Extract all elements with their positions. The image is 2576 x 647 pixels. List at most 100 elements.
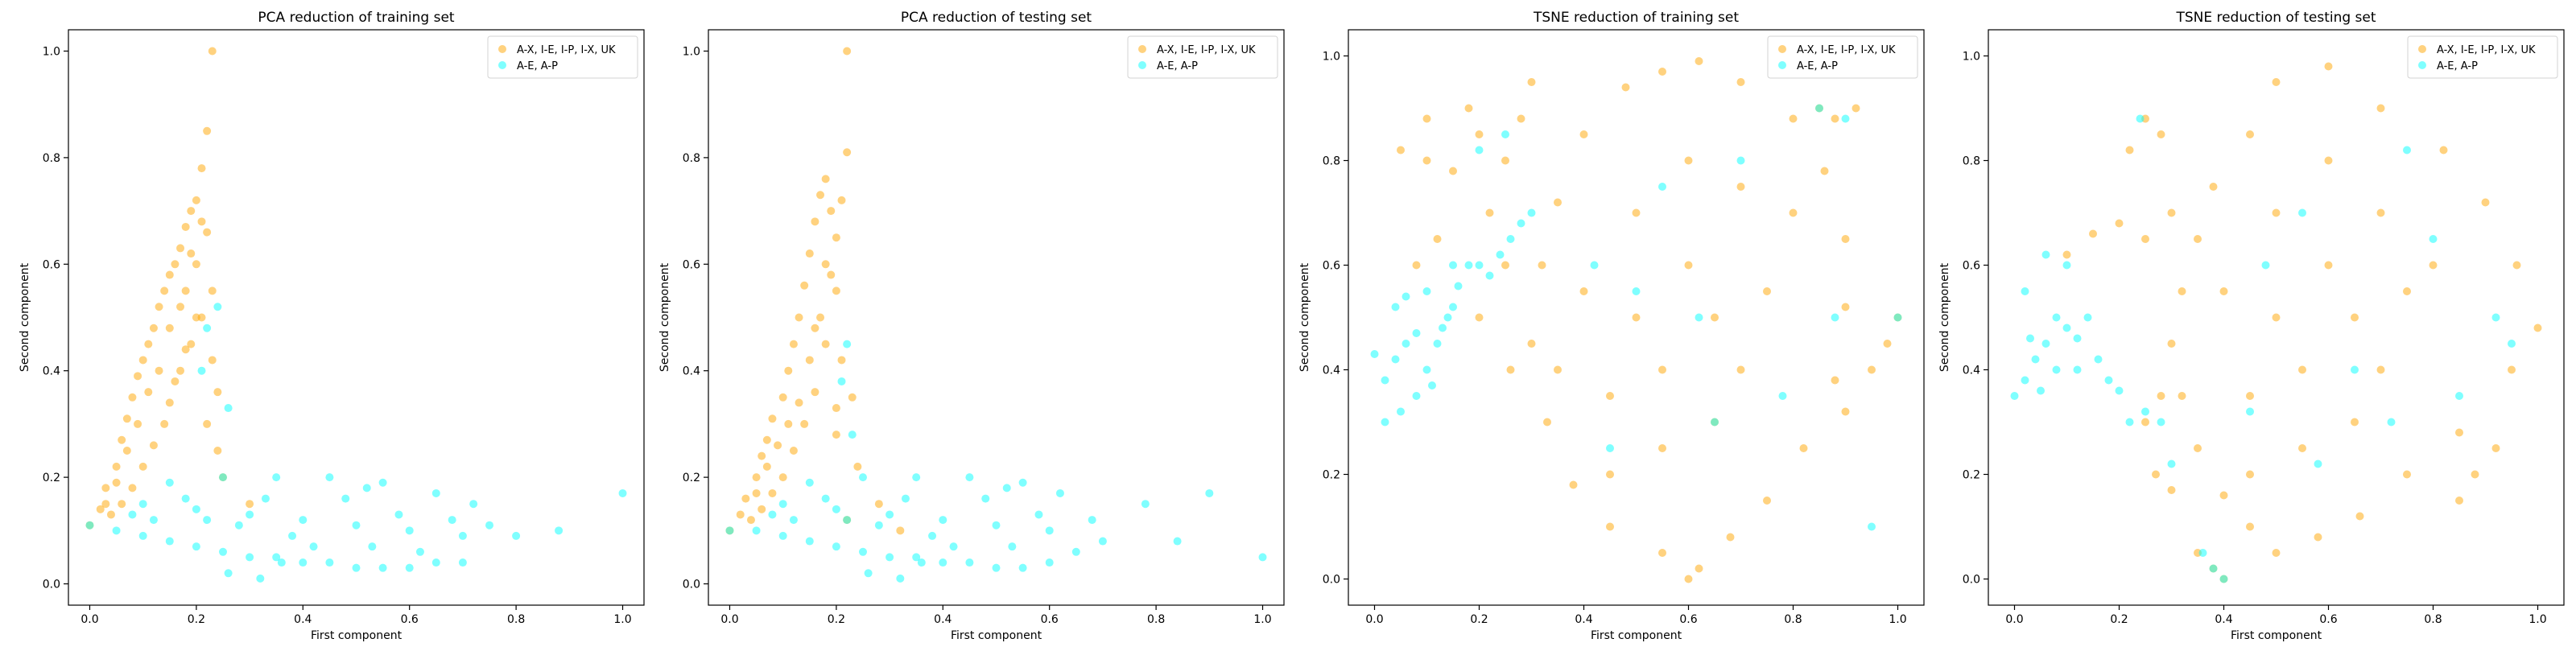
legend-label: A-E, A-P — [1157, 60, 1198, 72]
data-point — [325, 473, 334, 482]
data-point — [992, 521, 1001, 530]
data-point — [203, 419, 212, 428]
data-point — [832, 431, 840, 439]
data-point — [1464, 104, 1473, 113]
y-axis-label: Second component — [658, 262, 671, 372]
data-point — [1428, 381, 1436, 389]
data-point — [789, 340, 798, 348]
data-point — [405, 563, 414, 572]
data-point — [1402, 292, 1410, 301]
data-point — [805, 249, 814, 258]
legend-frame — [487, 35, 638, 79]
data-point — [1789, 208, 1798, 217]
y-axis-label: Second component — [1298, 262, 1311, 372]
data-point — [1527, 78, 1536, 86]
data-point — [448, 516, 456, 525]
scatter-points — [725, 47, 1267, 583]
data-point — [1449, 167, 1457, 175]
data-point — [821, 494, 830, 503]
data-point — [1820, 167, 1829, 175]
data-point — [2298, 208, 2306, 217]
chart-panel-1: 0.0 0.2 0.4 0.6 0.8 1.0 0.0 0.2 0.4 0.6 0.8 1.0 PCA … — [19, 10, 645, 642]
data-point — [197, 164, 206, 173]
data-point — [778, 393, 787, 402]
data-point — [144, 340, 153, 348]
data-point — [213, 303, 222, 311]
data-point — [1736, 365, 1745, 374]
series-2-points — [725, 340, 1267, 583]
data-point — [1658, 183, 1666, 191]
data-point — [288, 531, 297, 540]
chart-panel-4: 0.0 0.2 0.4 0.6 0.8 1.0 0.0 0.2 0.4 0.6 0.8 1.0 TSNE… — [1938, 10, 2565, 642]
data-point — [1789, 114, 1798, 123]
data-point — [1736, 183, 1745, 191]
data-point — [816, 191, 825, 200]
data-point — [886, 553, 894, 562]
axes-frame — [68, 29, 645, 606]
x-tick-label: 0.0 — [80, 613, 98, 626]
data-point — [299, 558, 308, 567]
x-tick-label: 0.8 — [2424, 613, 2442, 626]
data-point — [138, 531, 147, 540]
data-point — [1831, 114, 1839, 123]
data-point — [1391, 355, 1400, 364]
data-point — [762, 462, 771, 471]
data-point — [2037, 386, 2045, 395]
x-tick-label: 0.4 — [1575, 613, 1592, 626]
data-point — [85, 521, 94, 530]
data-point — [2167, 340, 2176, 348]
data-point — [2141, 407, 2149, 416]
data-point — [1008, 542, 1017, 551]
data-point — [2157, 130, 2165, 138]
data-point — [752, 473, 761, 482]
chart-panel-2: 0.0 0.2 0.4 0.6 0.8 1.0 0.0 0.2 0.4 0.6 0.8 1.0 PCA … — [658, 10, 1285, 642]
data-point — [2298, 365, 2306, 374]
data-point — [2324, 156, 2333, 165]
data-point — [1449, 261, 1457, 270]
data-point — [1632, 208, 1641, 217]
data-point — [2324, 62, 2333, 71]
chart-title: PCA reduction of training set — [258, 10, 454, 26]
data-point — [1852, 104, 1860, 113]
data-point — [805, 478, 814, 487]
data-point — [1517, 219, 1525, 228]
data-point — [405, 526, 414, 535]
legend-marker — [1138, 61, 1146, 69]
series-2-points — [85, 303, 627, 583]
data-point — [112, 478, 121, 487]
y-tick-label: 1.0 — [683, 45, 700, 58]
data-point — [965, 473, 974, 482]
x-axis-label: First component — [951, 629, 1042, 642]
data-point — [272, 553, 281, 562]
data-point — [197, 217, 206, 226]
data-point — [2272, 78, 2281, 86]
data-point — [1501, 261, 1509, 270]
data-point — [1205, 488, 1214, 497]
data-point — [2491, 313, 2500, 322]
data-point — [2298, 444, 2306, 452]
data-point — [394, 510, 403, 519]
data-point — [1841, 114, 1850, 123]
data-point — [2062, 324, 2071, 332]
y-tick-label: 1.0 — [1323, 51, 1340, 64]
legend: A-X, I-E, I-P, I-X, UK A-E, A-P — [2407, 35, 2558, 79]
data-point — [2152, 470, 2160, 479]
data-point — [1527, 340, 1536, 348]
data-point — [155, 366, 163, 375]
data-point — [138, 500, 147, 509]
data-point — [155, 303, 163, 311]
data-point — [2246, 392, 2254, 400]
data-point — [1045, 558, 1054, 567]
data-point — [832, 505, 840, 513]
data-point — [2125, 146, 2134, 155]
x-tick-label: 0.6 — [2319, 613, 2337, 626]
data-point — [2376, 365, 2385, 374]
y-tick-label: 0.4 — [43, 365, 60, 378]
data-point — [1658, 365, 1666, 374]
data-point — [431, 558, 440, 567]
data-point — [2491, 444, 2500, 452]
data-point — [805, 537, 814, 546]
data-point — [858, 473, 867, 482]
data-point — [1071, 547, 1080, 556]
data-point — [2167, 459, 2176, 468]
